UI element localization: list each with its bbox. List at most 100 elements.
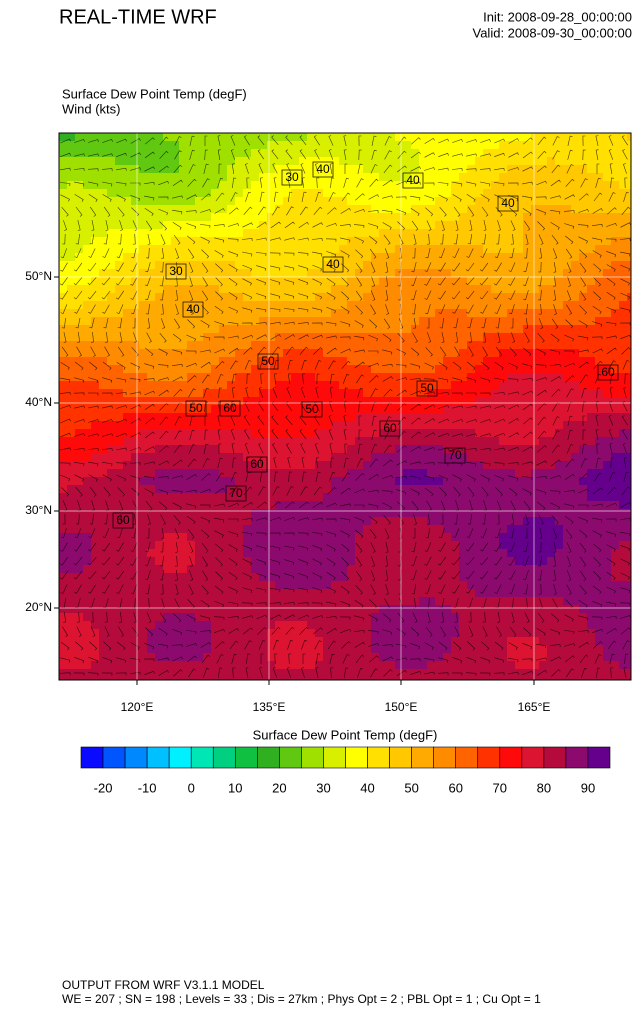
field-cell — [203, 165, 211, 173]
field-cell — [275, 237, 283, 245]
field-cell — [251, 149, 259, 157]
field-cell — [507, 525, 515, 533]
field-cell — [307, 317, 315, 325]
field-cell — [443, 229, 451, 237]
field-cell — [355, 637, 363, 645]
field-cell — [355, 341, 363, 349]
field-cell — [163, 645, 171, 653]
field-cell — [211, 309, 219, 317]
field-cell — [107, 557, 115, 565]
field-cell — [411, 365, 419, 373]
field-cell — [171, 653, 179, 661]
field-cell — [491, 645, 499, 653]
field-cell — [171, 565, 179, 573]
field-cell — [267, 597, 275, 605]
field-cell — [291, 365, 299, 373]
field-cell — [147, 613, 155, 621]
field-cell — [611, 645, 619, 653]
field-cell — [187, 381, 195, 389]
field-cell — [403, 253, 411, 261]
field-cell — [163, 597, 171, 605]
field-cell — [363, 165, 371, 173]
field-cell — [395, 285, 403, 293]
field-cell — [163, 309, 171, 317]
field-cell — [507, 405, 515, 413]
field-cell — [555, 269, 563, 277]
field-cell — [379, 517, 387, 525]
field-cell — [99, 285, 107, 293]
field-cell — [235, 597, 243, 605]
field-cell — [379, 669, 387, 677]
field-cell — [395, 341, 403, 349]
field-cell — [571, 533, 579, 541]
field-cell — [515, 405, 523, 413]
field-cell — [195, 669, 203, 677]
field-cell — [603, 317, 611, 325]
field-cell — [443, 333, 451, 341]
field-cell — [339, 325, 347, 333]
field-cell — [67, 173, 75, 181]
field-cell — [123, 285, 131, 293]
field-cell — [595, 549, 603, 557]
field-cell — [91, 621, 99, 629]
field-cell — [203, 317, 211, 325]
field-cell — [67, 413, 75, 421]
field-cell — [387, 661, 395, 669]
field-cell — [91, 509, 99, 517]
field-cell — [515, 261, 523, 269]
field-cell — [539, 469, 547, 477]
field-cell — [123, 149, 131, 157]
field-cell — [403, 429, 411, 437]
field-cell — [275, 485, 283, 493]
field-cell — [371, 237, 379, 245]
field-cell — [243, 597, 251, 605]
field-cell — [163, 221, 171, 229]
field-cell — [379, 349, 387, 357]
field-cell — [603, 253, 611, 261]
field-cell — [459, 389, 467, 397]
field-cell — [371, 173, 379, 181]
field-cell — [163, 533, 171, 541]
field-cell — [371, 645, 379, 653]
field-cell — [539, 293, 547, 301]
field-cell — [579, 517, 587, 525]
field-cell — [267, 469, 275, 477]
field-cell — [427, 541, 435, 549]
field-cell — [291, 237, 299, 245]
field-cell — [203, 277, 211, 285]
field-cell — [307, 621, 315, 629]
field-cell — [403, 373, 411, 381]
field-cell — [595, 533, 603, 541]
field-cell — [203, 149, 211, 157]
field-cell — [539, 277, 547, 285]
field-cell — [587, 349, 595, 357]
field-cell — [595, 565, 603, 573]
field-cell — [379, 549, 387, 557]
field-cell — [115, 605, 123, 613]
field-cell — [579, 213, 587, 221]
field-cell — [603, 461, 611, 469]
field-cell — [227, 357, 235, 365]
field-cell — [235, 357, 243, 365]
field-cell — [387, 429, 395, 437]
field-cell — [339, 301, 347, 309]
field-cell — [59, 645, 67, 653]
field-cell — [395, 613, 403, 621]
field-cell — [67, 485, 75, 493]
field-cell — [451, 517, 459, 525]
field-cell — [347, 605, 355, 613]
field-cell — [515, 613, 523, 621]
field-cell — [467, 237, 475, 245]
field-cell — [403, 445, 411, 453]
field-cell — [603, 589, 611, 597]
field-cell — [195, 573, 203, 581]
field-cell — [347, 141, 355, 149]
field-cell — [195, 469, 203, 477]
field-cell — [243, 213, 251, 221]
field-cell — [419, 429, 427, 437]
field-cell — [563, 437, 571, 445]
field-cell — [355, 237, 363, 245]
field-cell — [379, 237, 387, 245]
field-cell — [395, 541, 403, 549]
field-cell — [587, 189, 595, 197]
